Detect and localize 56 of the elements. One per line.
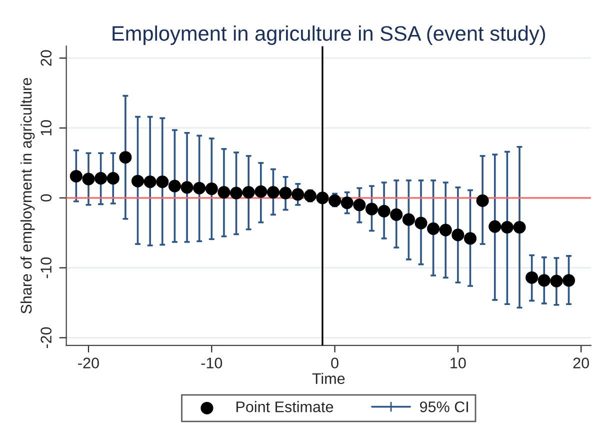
point: [292, 188, 304, 201]
point: [144, 176, 156, 188]
point: [180, 181, 194, 194]
point: [562, 274, 576, 287]
y-tick-label: 20: [40, 50, 52, 66]
legend-label: Point Estimate: [236, 401, 334, 412]
y-axis-title: Share of employment in agriculture: [20, 78, 35, 314]
point: [230, 186, 243, 200]
point: [156, 176, 169, 188]
point: [452, 228, 464, 242]
point: [378, 204, 390, 218]
point: [82, 172, 95, 186]
point: [131, 174, 144, 188]
point: [476, 194, 489, 207]
x-tick-label: -20: [78, 358, 99, 368]
point: [427, 222, 440, 235]
y-tick-label: -10: [40, 257, 52, 278]
point: [242, 186, 255, 199]
point: [279, 186, 292, 200]
point: [353, 198, 366, 212]
point: [94, 172, 108, 185]
point: [340, 196, 354, 210]
point: [316, 192, 329, 204]
point: [488, 220, 502, 233]
x-tick-label: 20: [573, 358, 589, 368]
point: [550, 274, 563, 288]
x-tick-label: 0: [331, 358, 338, 368]
point: [500, 220, 514, 234]
point: [218, 186, 230, 199]
point: [538, 274, 550, 287]
point: [328, 194, 342, 207]
point: [70, 170, 82, 182]
point: [390, 208, 403, 221]
point: [106, 172, 120, 185]
point: [119, 151, 132, 164]
point: [439, 224, 452, 236]
text: 95% CI: [420, 401, 468, 412]
y-tick-label: 10: [40, 120, 52, 136]
point: [526, 271, 538, 284]
point: [304, 190, 316, 202]
point: [464, 232, 477, 245]
point: [365, 202, 378, 216]
point: [168, 180, 181, 192]
point: [193, 182, 206, 194]
y-tick-label: 0: [40, 194, 52, 202]
x-axis-title: Time: [312, 372, 345, 384]
point: [414, 216, 428, 230]
x-tick-label: -10: [201, 358, 222, 368]
point: [402, 213, 415, 226]
point: [254, 185, 268, 198]
point: [513, 220, 526, 234]
chart-title: Employment in agriculture in SSA (event study): [112, 26, 546, 45]
y-tick-label: -20: [40, 327, 52, 348]
x-tick-label: 10: [450, 358, 466, 368]
point: [266, 186, 280, 199]
point: [205, 182, 218, 196]
